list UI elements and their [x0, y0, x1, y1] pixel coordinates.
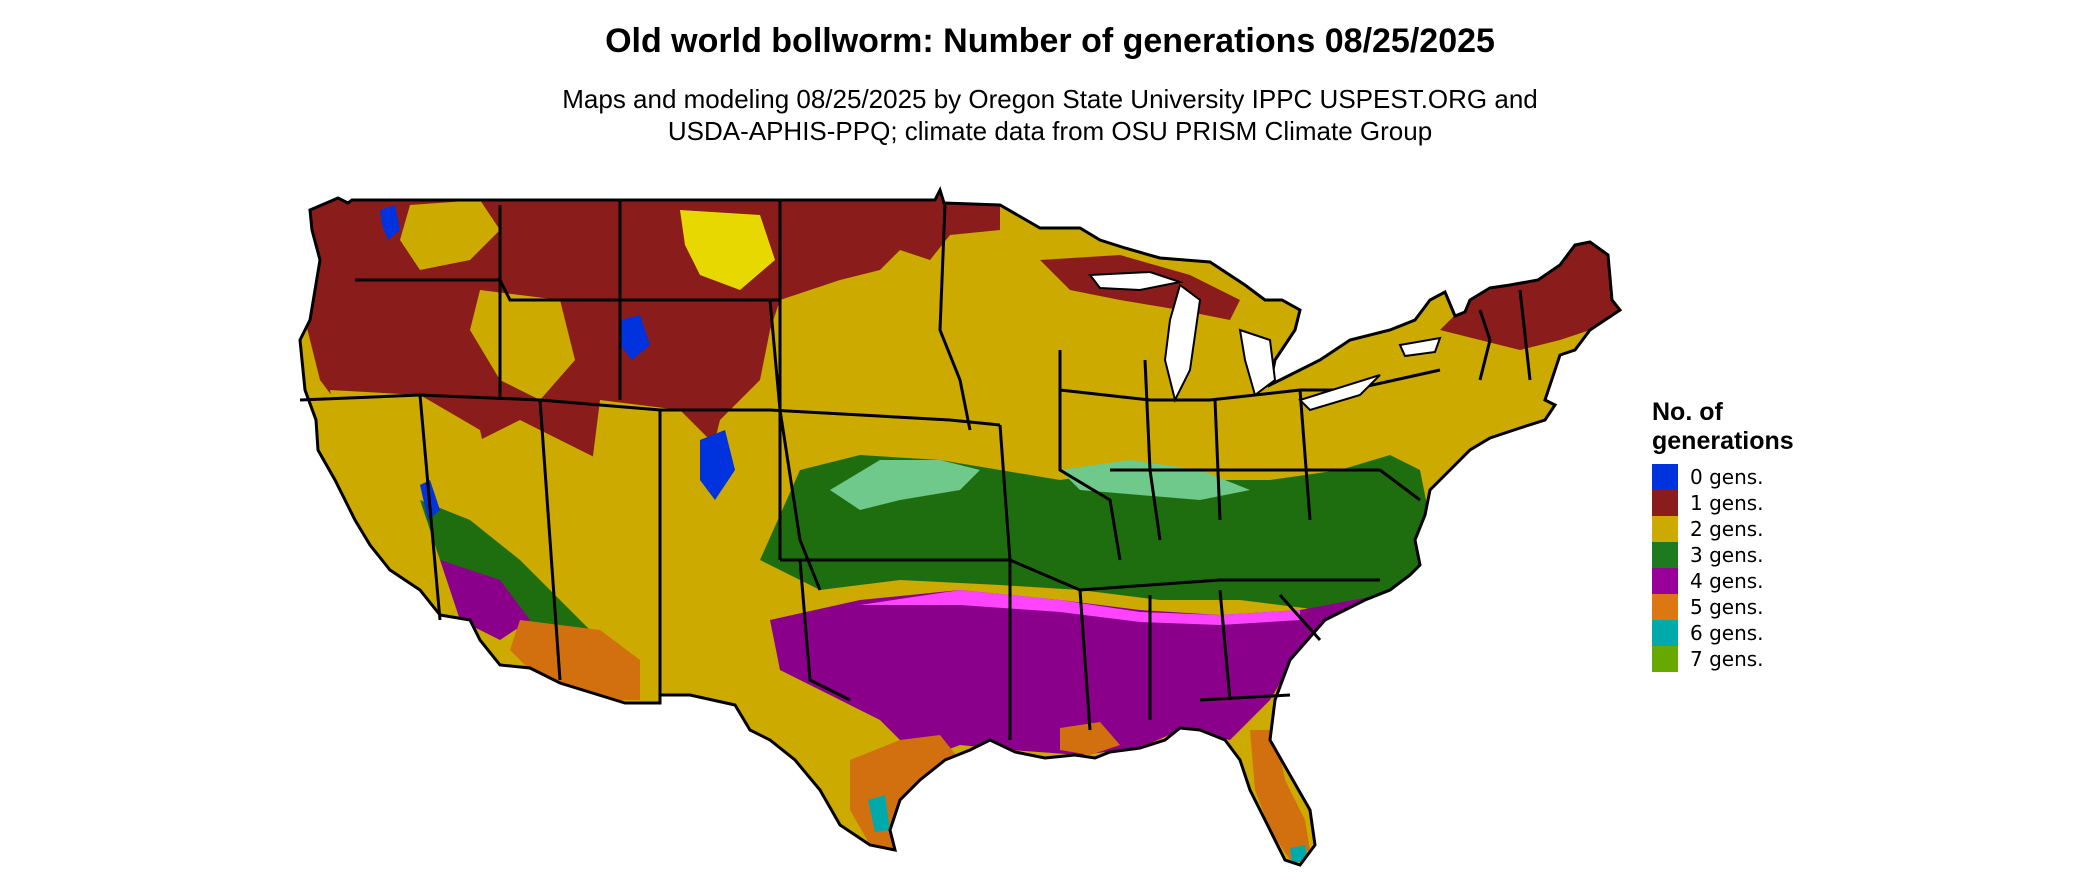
legend-label: 2 gens. — [1690, 517, 1764, 541]
legend-swatch — [1652, 464, 1678, 490]
legend-title: No. of generations — [1652, 398, 1852, 456]
legend-item: 4 gens. — [1652, 568, 1852, 594]
legend-item: 0 gens. — [1652, 464, 1852, 490]
great-lakes — [1088, 270, 1442, 412]
legend-label: 3 gens. — [1690, 543, 1764, 567]
map-subtitle-line1: Maps and modeling 08/25/2025 by Oregon S… — [562, 84, 1538, 114]
legend-item: 1 gens. — [1652, 490, 1852, 516]
map-title: Old world bollworm: Number of generation… — [605, 22, 1495, 60]
legend-item: 7 gens. — [1652, 646, 1852, 672]
legend-swatch — [1652, 646, 1678, 672]
legend-swatch — [1652, 620, 1678, 646]
legend-label: 4 gens. — [1690, 569, 1764, 593]
legend-items: 0 gens. 1 gens. 2 gens. 3 gens. 4 gens. 5 gen… — [1652, 464, 1852, 672]
legend-label: 0 gens. — [1690, 465, 1764, 489]
legend-swatch — [1652, 594, 1678, 620]
legend: No. of generations 0 gens. 1 gens. 2 gens.… — [1652, 398, 1852, 672]
legend-label: 5 gens. — [1690, 595, 1764, 619]
legend-item: 6 gens. — [1652, 620, 1852, 646]
legend-item: 2 gens. — [1652, 516, 1852, 542]
legend-swatch — [1652, 516, 1678, 542]
legend-title-line1: No. of — [1652, 398, 1723, 426]
map-subtitle-line2: USDA-APHIS-PPQ; climate data from OSU PR… — [667, 116, 1433, 146]
legend-title-line2: generations — [1652, 427, 1794, 455]
legend-item: 5 gens. — [1652, 594, 1852, 620]
generation-zones — [300, 190, 1620, 865]
legend-swatch — [1652, 490, 1678, 516]
legend-swatch — [1652, 568, 1678, 594]
legend-swatch — [1652, 542, 1678, 568]
legend-label: 6 gens. — [1690, 621, 1764, 645]
legend-label: 7 gens. — [1690, 647, 1764, 671]
legend-item: 3 gens. — [1652, 542, 1852, 568]
legend-label: 1 gens. — [1690, 491, 1764, 515]
